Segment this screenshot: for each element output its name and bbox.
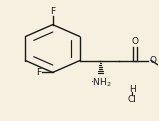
Text: Cl: Cl — [128, 95, 137, 104]
Text: $\cdot$NH$_2$: $\cdot$NH$_2$ — [90, 77, 111, 89]
Text: O: O — [149, 56, 156, 65]
Text: H: H — [129, 85, 136, 94]
Text: F: F — [36, 68, 41, 77]
Text: O: O — [131, 37, 138, 46]
Text: F: F — [50, 7, 55, 16]
